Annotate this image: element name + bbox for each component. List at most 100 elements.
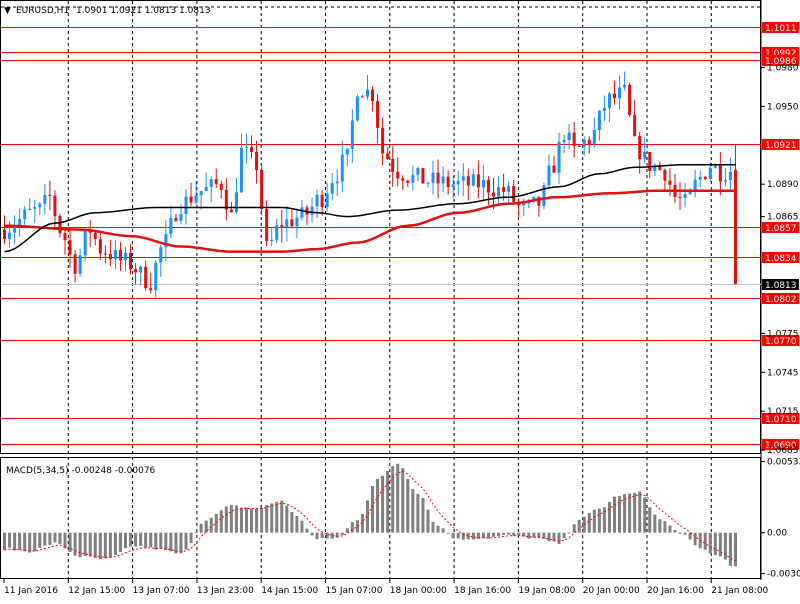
candle-body bbox=[708, 167, 712, 180]
candle-body bbox=[456, 180, 460, 185]
candle-body bbox=[154, 262, 158, 291]
price-tick-label: 1.0890 bbox=[767, 180, 799, 190]
candle-body bbox=[43, 194, 47, 204]
macd-bar bbox=[486, 532, 490, 539]
candle-body bbox=[628, 84, 632, 115]
candle-body bbox=[542, 185, 546, 206]
grid bbox=[1, 1, 760, 583]
candle-body bbox=[295, 217, 299, 227]
candle-body bbox=[633, 114, 637, 136]
candle-body bbox=[416, 168, 420, 175]
macd-bar bbox=[653, 514, 657, 533]
macd-bar bbox=[376, 478, 380, 533]
candle-body bbox=[592, 130, 596, 144]
candle-body bbox=[411, 174, 415, 183]
macd-bar bbox=[123, 532, 128, 549]
candle-body bbox=[350, 120, 354, 149]
header-arrow[interactable]: ▼ bbox=[4, 6, 11, 16]
candle-body bbox=[330, 183, 334, 194]
macd-bar bbox=[552, 532, 556, 542]
price-tick-label: 1.0775 bbox=[767, 329, 799, 339]
macd-bar bbox=[68, 532, 72, 553]
macd-bar bbox=[638, 491, 642, 533]
candle-body bbox=[290, 219, 294, 227]
macd-bar bbox=[255, 508, 259, 533]
macd-bar bbox=[118, 532, 122, 552]
macd-bar bbox=[169, 532, 173, 552]
candle-body bbox=[174, 217, 178, 221]
macd-bar bbox=[154, 532, 158, 550]
candle-body bbox=[63, 233, 67, 241]
candle-body bbox=[678, 196, 682, 199]
candle-body bbox=[123, 252, 128, 261]
candle-body bbox=[78, 255, 82, 274]
price-level-label: 1.0770 bbox=[765, 337, 797, 347]
macd-bar bbox=[597, 508, 601, 533]
macd-bar bbox=[360, 513, 364, 533]
candle-body bbox=[638, 135, 642, 160]
macd-bar bbox=[668, 525, 672, 533]
candle-body bbox=[214, 179, 218, 184]
candle-body bbox=[33, 207, 37, 209]
macd-bar bbox=[340, 532, 344, 535]
macd-bar bbox=[144, 532, 148, 548]
candle-body bbox=[612, 93, 617, 99]
price-level-badge bbox=[762, 222, 799, 233]
candle-body bbox=[703, 176, 707, 180]
candle-body bbox=[466, 176, 470, 186]
candle-body bbox=[607, 93, 611, 108]
macd-bar bbox=[441, 528, 445, 533]
ma-slow-line bbox=[4, 189, 736, 253]
macd-bar bbox=[371, 486, 375, 533]
candle-body bbox=[658, 165, 662, 170]
price-tick-label: 1.0715 bbox=[767, 407, 799, 417]
candle-body bbox=[582, 139, 586, 147]
macd-bar bbox=[476, 532, 480, 539]
candle-body bbox=[18, 218, 22, 227]
candle-body bbox=[275, 225, 279, 240]
candle-body bbox=[164, 233, 168, 248]
candle-body bbox=[713, 165, 717, 168]
candle-body bbox=[421, 168, 425, 184]
price-level-badge bbox=[762, 47, 799, 58]
macd-bar bbox=[648, 507, 652, 533]
macd-bar bbox=[260, 507, 264, 533]
price-tick-label: 1.0865 bbox=[767, 213, 799, 223]
candle-body bbox=[693, 179, 697, 191]
candle-body bbox=[38, 203, 42, 208]
macd-bar bbox=[8, 532, 12, 548]
candle-body bbox=[355, 96, 359, 121]
macd-bar bbox=[28, 532, 32, 553]
macd-bar bbox=[149, 532, 153, 548]
time-label: 13 Jan 07:00 bbox=[133, 586, 190, 596]
candle-body bbox=[572, 132, 576, 147]
macd-bar bbox=[643, 497, 647, 533]
candle-body bbox=[224, 189, 228, 210]
macd-bar bbox=[174, 532, 178, 554]
macd-bar bbox=[164, 532, 168, 551]
candle-body bbox=[134, 269, 138, 273]
macd-bar bbox=[330, 532, 334, 539]
candle-body bbox=[8, 232, 12, 240]
candle-body bbox=[623, 84, 627, 88]
time-labels: 11 Jan 2016 12 Jan 15:00 13 Jan 07:00 13 Ja… bbox=[4, 586, 769, 596]
price-ticks: 1.0980 1.0950 1.0890 1.0865 1.0775 1.0745 1.07… bbox=[761, 63, 799, 456]
macd-bar bbox=[633, 492, 637, 533]
macd-bar bbox=[234, 505, 238, 533]
macd-bar bbox=[607, 501, 611, 533]
candle-body bbox=[265, 209, 269, 242]
macd-bar bbox=[295, 515, 299, 533]
macd-bar bbox=[618, 496, 622, 533]
candle-body bbox=[209, 179, 213, 187]
macd-indicator: 0.00533 0.00 -0.00307 bbox=[3, 458, 800, 580]
candle-body bbox=[683, 194, 687, 199]
candle-body bbox=[3, 229, 7, 240]
macd-bar bbox=[315, 532, 319, 540]
moving-averages bbox=[4, 163, 736, 253]
macd-bar bbox=[436, 525, 440, 533]
macd-bar bbox=[325, 532, 329, 539]
macd-bar bbox=[683, 532, 687, 535]
macd-bar bbox=[23, 532, 27, 552]
